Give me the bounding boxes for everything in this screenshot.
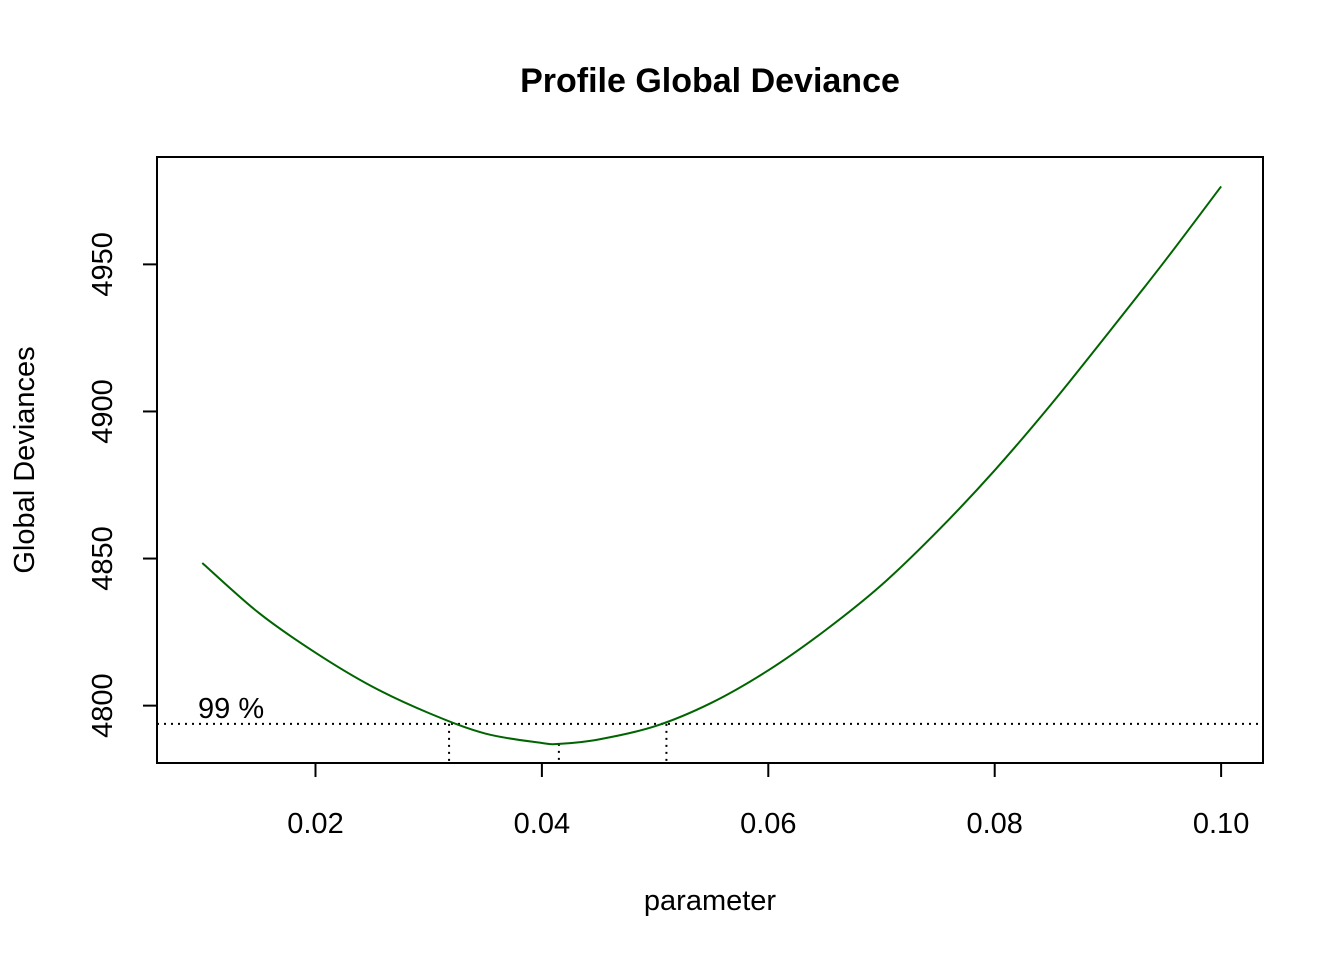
- x-axis: 0.02 0.04 0.06 0.08 0.10: [287, 763, 1249, 840]
- x-tick-label: 0.08: [966, 808, 1022, 840]
- deviance-curve: [201, 185, 1222, 746]
- y-tick-label: 4950: [87, 232, 119, 297]
- x-axis-label: parameter: [644, 885, 777, 917]
- x-tick-label: 0.02: [287, 808, 343, 840]
- plot-frame: [156, 156, 1264, 764]
- confidence-level-label: 99 %: [198, 693, 264, 725]
- x-tick-label: 0.10: [1193, 808, 1249, 840]
- y-tick-label: 4800: [87, 673, 119, 738]
- x-tick-label: 0.06: [740, 808, 796, 840]
- y-tick-label: 4900: [87, 379, 119, 444]
- y-axis-label: Global Deviances: [9, 346, 41, 573]
- chart-title: Profile Global Deviance: [520, 62, 900, 100]
- x-tick-label: 0.04: [514, 808, 570, 840]
- series-layer: [201, 185, 1222, 746]
- confidence-interval-annotations: [157, 722, 1263, 763]
- y-tick-label: 4850: [87, 526, 119, 591]
- y-axis: 4800 4850 4900 4950: [87, 232, 157, 738]
